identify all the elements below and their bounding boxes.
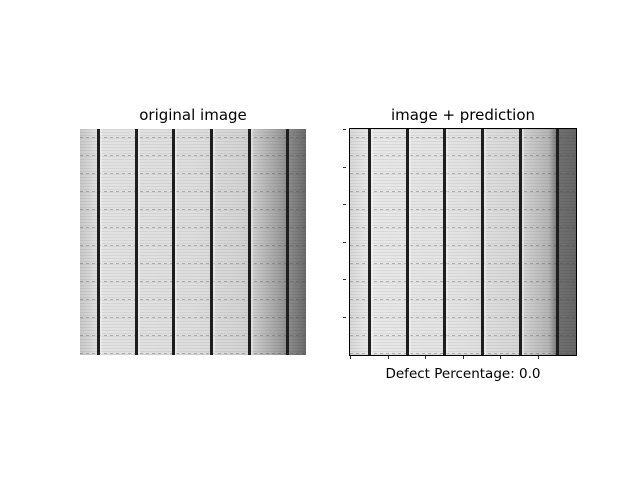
x-axis-tick xyxy=(538,356,539,359)
x-axis-tick xyxy=(500,356,501,359)
prediction-image-title: image + prediction xyxy=(390,106,536,124)
y-axis-tick xyxy=(343,242,346,243)
y-axis-tick xyxy=(343,317,346,318)
x-axis-tick xyxy=(425,356,426,359)
y-axis-tick xyxy=(343,129,346,130)
original-image-title: original image xyxy=(139,106,247,124)
y-axis-tick xyxy=(343,279,346,280)
x-axis-tick xyxy=(388,356,389,359)
prediction-image-canvas xyxy=(350,129,576,355)
original-solar-cell-image xyxy=(80,129,306,355)
y-axis-tick xyxy=(343,204,346,205)
y-axis-tick xyxy=(343,167,346,168)
x-axis-tick xyxy=(350,356,351,359)
x-axis-tick xyxy=(463,356,464,359)
original-image-canvas xyxy=(80,129,306,355)
prediction-solar-cell-image xyxy=(349,128,577,356)
defect-percentage-caption: Defect Percentage: 0.0 xyxy=(385,366,541,382)
